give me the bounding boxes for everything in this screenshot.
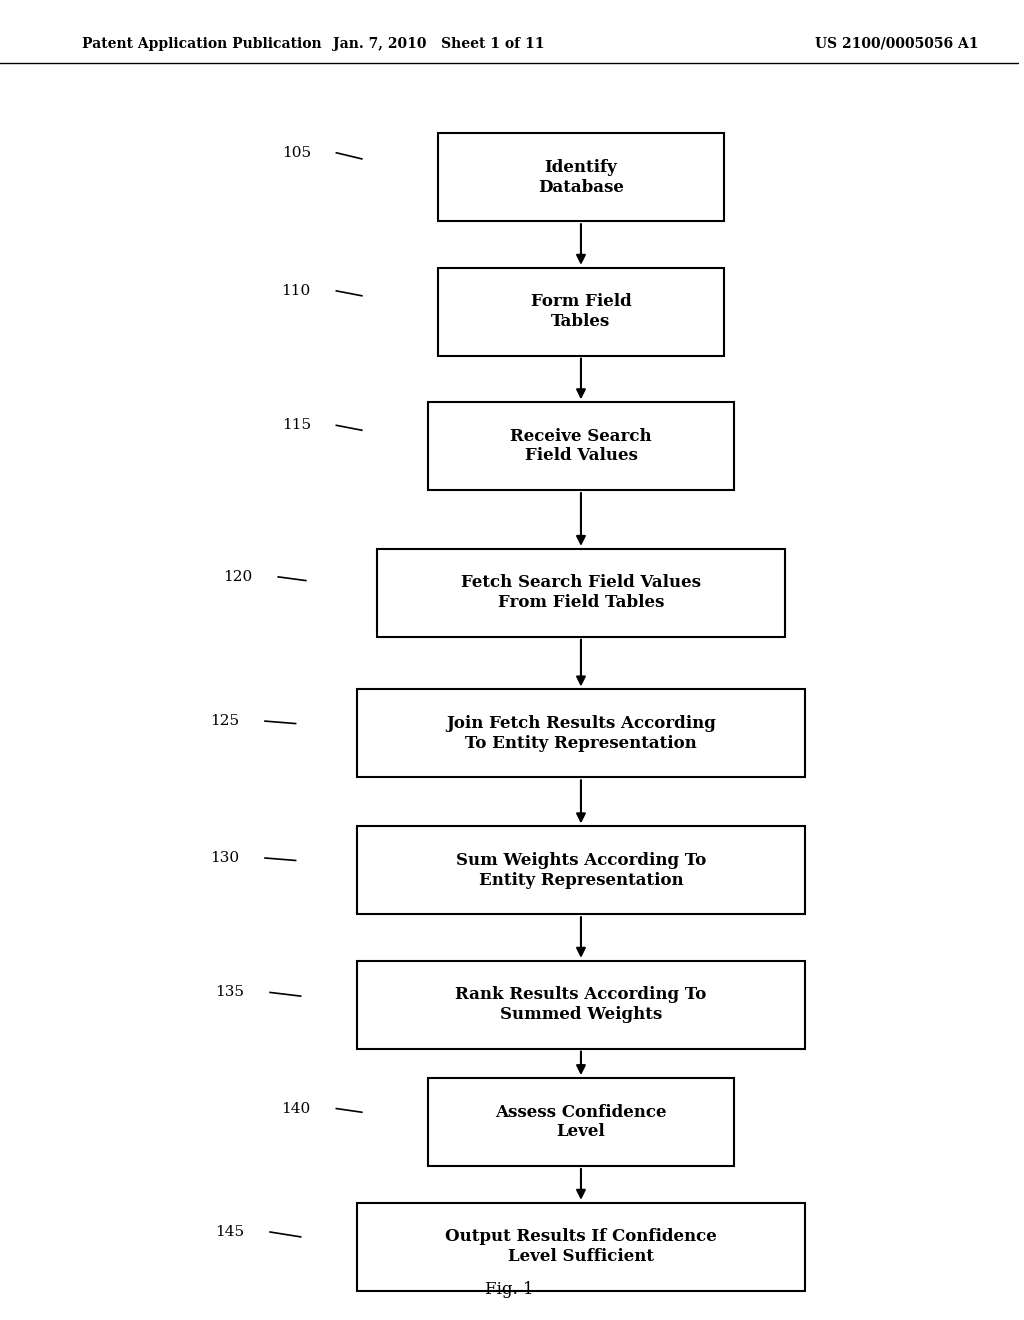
- Text: 130: 130: [210, 851, 240, 865]
- FancyBboxPatch shape: [356, 826, 805, 915]
- Text: 135: 135: [216, 986, 245, 999]
- Text: 110: 110: [282, 284, 311, 298]
- FancyBboxPatch shape: [356, 961, 805, 1048]
- FancyBboxPatch shape: [377, 549, 784, 636]
- Text: 140: 140: [282, 1102, 311, 1115]
- Text: Form Field
Tables: Form Field Tables: [530, 293, 632, 330]
- Text: Fetch Search Field Values
From Field Tables: Fetch Search Field Values From Field Tab…: [461, 574, 701, 611]
- Text: 115: 115: [282, 418, 311, 433]
- Text: 105: 105: [282, 145, 311, 160]
- Text: Fig. 1: Fig. 1: [485, 1280, 534, 1298]
- Text: Assess Confidence
Level: Assess Confidence Level: [496, 1104, 667, 1140]
- FancyBboxPatch shape: [438, 268, 724, 355]
- FancyBboxPatch shape: [428, 403, 734, 490]
- Text: Identify
Database: Identify Database: [538, 158, 624, 195]
- Text: 125: 125: [210, 714, 240, 729]
- Text: Jan. 7, 2010   Sheet 1 of 11: Jan. 7, 2010 Sheet 1 of 11: [333, 37, 544, 51]
- Text: Sum Weights According To
Entity Representation: Sum Weights According To Entity Represen…: [456, 851, 707, 888]
- Text: Output Results If Confidence
Level Sufficient: Output Results If Confidence Level Suffi…: [445, 1229, 717, 1265]
- FancyBboxPatch shape: [356, 689, 805, 777]
- Text: Rank Results According To
Summed Weights: Rank Results According To Summed Weights: [456, 986, 707, 1023]
- FancyBboxPatch shape: [438, 133, 724, 222]
- Text: Receive Search
Field Values: Receive Search Field Values: [510, 428, 651, 465]
- Text: 120: 120: [223, 570, 253, 583]
- FancyBboxPatch shape: [356, 1203, 805, 1291]
- Text: US 2100/0005056 A1: US 2100/0005056 A1: [815, 37, 979, 51]
- Text: 145: 145: [215, 1225, 245, 1239]
- FancyBboxPatch shape: [428, 1078, 734, 1166]
- Text: Patent Application Publication: Patent Application Publication: [82, 37, 322, 51]
- Text: Join Fetch Results According
To Entity Representation: Join Fetch Results According To Entity R…: [446, 715, 716, 751]
